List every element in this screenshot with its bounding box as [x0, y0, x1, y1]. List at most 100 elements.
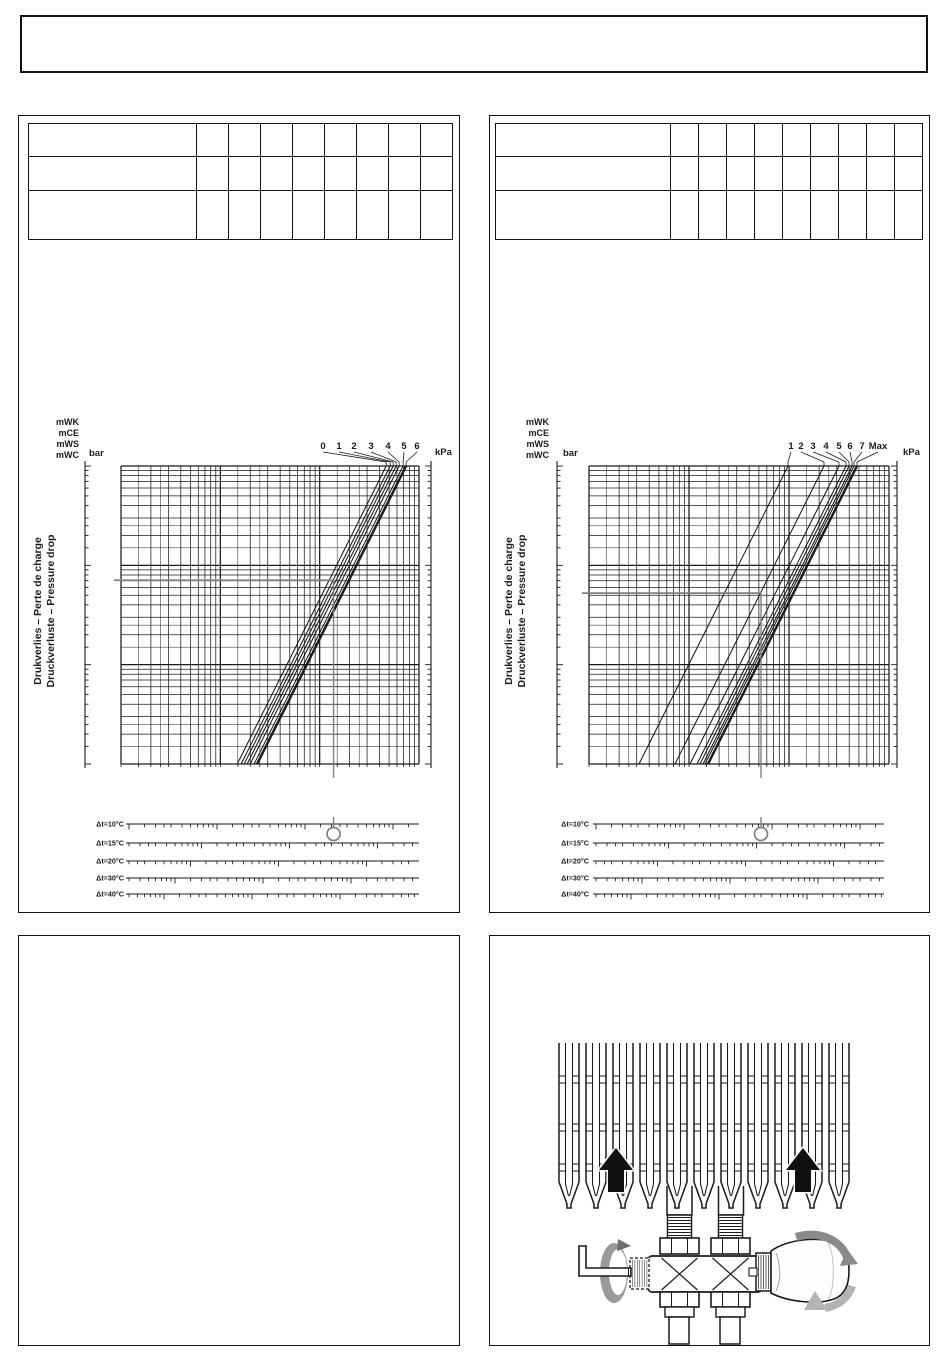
preset-label: 6: [414, 441, 419, 452]
radiator-illustration: [558, 1043, 858, 1345]
dt-scale-label: Δt=30°C: [96, 874, 124, 883]
table-value-cell: [388, 190, 420, 239]
radiator-fin: [774, 1043, 796, 1209]
table-value-cell: [292, 190, 324, 239]
valve-stem: [748, 1267, 758, 1277]
radiator-fin: [558, 1043, 580, 1209]
table-value-cell: [196, 190, 228, 239]
table-value-cell: [698, 156, 726, 190]
preset-curve-3: [689, 465, 840, 765]
table-label-cell: [29, 190, 196, 239]
preset-label: 5: [836, 441, 842, 452]
side-label-de-en: Druckverluste – Pressure drop: [45, 535, 57, 688]
preset-label: 1: [336, 441, 342, 452]
table-value-cell: [726, 156, 754, 190]
table-value-cell: [810, 190, 838, 239]
preset-curve-2: [674, 465, 825, 765]
dt-scale-label: Δt=20°C: [561, 857, 589, 866]
rotation-arrowhead: [804, 1291, 827, 1310]
preset-label: 2: [798, 441, 803, 452]
radiator-sections: [558, 1043, 850, 1216]
example-crosshair: [582, 592, 769, 842]
spec-table-right: [495, 123, 923, 240]
radiator-fin: [666, 1043, 688, 1209]
table-value-cell: [726, 124, 754, 156]
dt-scale-label: Δt=10°C: [96, 820, 124, 829]
preset-curve-4: [249, 465, 400, 765]
table-value-cell: [726, 190, 754, 239]
table-label-cell: [496, 124, 670, 156]
preset-label: 4: [823, 441, 829, 452]
table-label-cell: [496, 156, 670, 190]
table-value-cell: [894, 156, 922, 190]
unit-stack-label: mWS: [527, 439, 550, 449]
flow-arrows: [595, 1145, 824, 1194]
table-value-cell: [894, 190, 922, 239]
head-rotation-arrows: [794, 1230, 858, 1312]
union-nut: [659, 1237, 700, 1255]
table-value-cell: [260, 190, 292, 239]
dt-scale-label: Δt=40°C: [96, 890, 124, 899]
dt-scale-label: Δt=15°C: [561, 839, 589, 848]
table-value-cell: [196, 156, 228, 190]
preset-curve-2: [243, 465, 394, 765]
table-value-cell: [838, 190, 866, 239]
table-value-cell: [228, 124, 260, 156]
table-value-cell: [228, 156, 260, 190]
example-circle: [326, 826, 341, 842]
preset-curve-5: [253, 465, 404, 765]
table-value-cell: [260, 156, 292, 190]
table-value-cell: [324, 156, 356, 190]
preset-curve-1: [240, 465, 391, 765]
radiator-fin: [747, 1043, 769, 1209]
preset-curve-3: [246, 465, 397, 765]
example-crosshair: [114, 579, 341, 842]
table-value-cell: [228, 190, 260, 239]
table-value-cell: [670, 190, 698, 239]
unit-bar-label: bar: [563, 448, 578, 459]
table-value-cell: [420, 156, 452, 190]
unit-stack-label: mWC: [526, 450, 549, 460]
union-nut: [710, 1237, 751, 1255]
unit-stack-label: mWS: [57, 439, 80, 449]
preset-label: 2: [351, 441, 356, 452]
radiator-fin: [828, 1043, 850, 1209]
radiator-fin: [585, 1043, 607, 1209]
preset-label: 4: [385, 441, 391, 452]
allen-key: [578, 1245, 632, 1277]
unit-kpa-label: kPa: [903, 447, 921, 458]
preset-curve-4: [696, 465, 847, 765]
unit-stack-label: mCE: [528, 428, 549, 438]
table-value-cell: [260, 124, 292, 156]
kpa-axis: [425, 461, 432, 768]
table-value-cell: [810, 124, 838, 156]
preset-label: 5: [401, 441, 407, 452]
preset-label: 3: [368, 441, 373, 452]
table-value-cell: [196, 124, 228, 156]
dt-flow-scales: [126, 823, 419, 900]
preset-curve-Max: [706, 465, 859, 765]
table-value-cell: [356, 190, 388, 239]
side-label-de-en: Druckverluste – Pressure drop: [516, 535, 528, 688]
table-value-cell: [324, 124, 356, 156]
head-body: [770, 1238, 850, 1303]
table-value-cell: [292, 156, 324, 190]
side-label-nl-fr: Drukverlies – Perte de charge: [32, 537, 44, 685]
table-value-cell: [782, 124, 810, 156]
preset-curve-6: [256, 465, 408, 765]
table-label-cell: [496, 190, 670, 239]
example-circle: [753, 826, 769, 842]
preset-curve-5: [699, 465, 850, 765]
table-value-cell: [782, 156, 810, 190]
flow-up-arrow: [782, 1145, 824, 1194]
radiator-fin: [693, 1043, 715, 1209]
unit-stack-label: mWC: [56, 450, 79, 460]
table-value-cell: [356, 124, 388, 156]
pipe: [719, 1316, 741, 1345]
preset-curve-7: [704, 465, 855, 765]
preset-label: 7: [859, 441, 864, 452]
table-value-cell: [866, 156, 894, 190]
table-value-cell: [866, 190, 894, 239]
preset-label: 1: [788, 441, 794, 452]
